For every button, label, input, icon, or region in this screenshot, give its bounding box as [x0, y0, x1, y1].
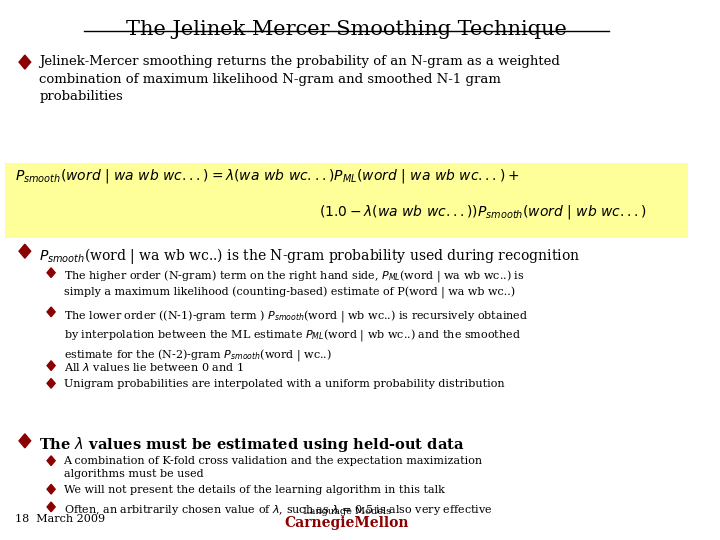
Text: 18  March 2009: 18 March 2009	[15, 514, 105, 524]
Text: The lower order ((N-1)-gram term ) $P_{smooth}$(word | wb wc..) is recursively o: The lower order ((N-1)-gram term ) $P_{s…	[63, 308, 528, 363]
Polygon shape	[47, 379, 55, 388]
Text: We will not present the details of the learning algorithm in this talk: We will not present the details of the l…	[63, 485, 444, 495]
Text: Language Models: Language Models	[302, 507, 391, 516]
Polygon shape	[47, 307, 55, 317]
Polygon shape	[47, 484, 55, 494]
Text: All $\lambda$ values lie between 0 and 1: All $\lambda$ values lie between 0 and 1	[63, 361, 243, 373]
Text: Often, an arbitrarily chosen value of $\lambda$, such as $\lambda$ = 0.5 is also: Often, an arbitrarily chosen value of $\…	[63, 503, 492, 517]
Text: The Jelinek Mercer Smoothing Technique: The Jelinek Mercer Smoothing Technique	[126, 20, 567, 39]
Polygon shape	[47, 502, 55, 512]
Text: The $\lambda$ values must be estimated using held-out data: The $\lambda$ values must be estimated u…	[40, 435, 465, 455]
Text: Jelinek-Mercer smoothing returns the probability of an N-gram as a weighted
comb: Jelinek-Mercer smoothing returns the pro…	[40, 55, 560, 103]
Text: The higher order (N-gram) term on the right hand side, $P_{ML}$(word | wa wb wc.: The higher order (N-gram) term on the ri…	[63, 268, 524, 300]
Text: CarnegieMellon: CarnegieMellon	[284, 516, 409, 530]
Polygon shape	[47, 268, 55, 278]
Text: A combination of K-fold cross validation and the expectation maximization
algori: A combination of K-fold cross validation…	[63, 456, 482, 479]
Text: $(1.0-\lambda(wa\ wb\ wc...))P_{smooth}(word\ |\ wb\ wc...)$: $(1.0-\lambda(wa\ wb\ wc...))P_{smooth}(…	[319, 203, 647, 221]
Text: Unigram probabilities are interpolated with a uniform probability distribution: Unigram probabilities are interpolated w…	[63, 379, 504, 389]
FancyBboxPatch shape	[5, 163, 688, 238]
Polygon shape	[47, 456, 55, 465]
Text: $P_{smooth}$(word | wa wb wc..) is the N-gram probability used during recognitio: $P_{smooth}$(word | wa wb wc..) is the N…	[40, 246, 580, 266]
Polygon shape	[19, 244, 31, 258]
Polygon shape	[19, 434, 31, 448]
Text: $P_{smooth}(word\ |\ wa\ wb\ wc...)=\lambda(wa\ wb\ wc...)P_{ML}(word\ |\ wa\ wb: $P_{smooth}(word\ |\ wa\ wb\ wc...)=\lam…	[15, 167, 520, 185]
Polygon shape	[19, 55, 31, 69]
Polygon shape	[47, 361, 55, 370]
